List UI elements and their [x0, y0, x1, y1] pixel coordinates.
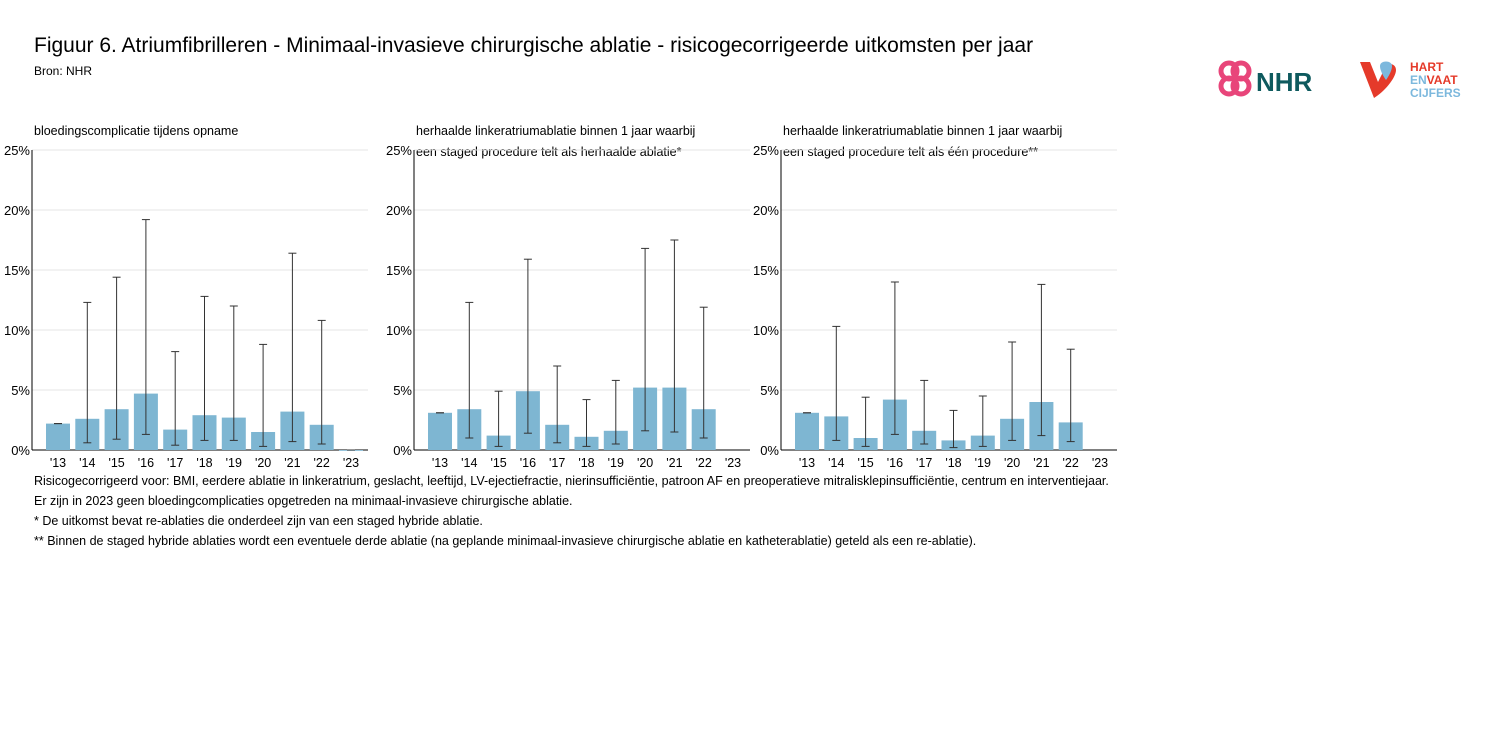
x-tick-label: '17: [916, 456, 932, 470]
y-tick-label: 25%: [4, 143, 30, 158]
y-tick-label: 10%: [4, 323, 30, 338]
x-tick-label: '16: [520, 456, 536, 470]
x-tick-label: '22: [696, 456, 712, 470]
x-tick-label: '23: [725, 456, 741, 470]
x-tick-label: '21: [666, 456, 682, 470]
x-tick-label: '18: [578, 456, 594, 470]
y-tick-label: 5%: [11, 383, 30, 398]
footnote-double-asterisk: ** Binnen de staged hybride ablaties wor…: [34, 534, 977, 548]
chart-title-line: een staged procedure telt als één proced…: [783, 145, 1038, 159]
x-tick-label: '15: [490, 456, 506, 470]
hartenvaat-logo-vaat: VAAT: [1427, 73, 1459, 87]
hartenvaat-logo-line3: CIJFERS: [1410, 86, 1461, 100]
chart-title-line: bloedingscomplicatie tijdens opname: [34, 124, 238, 138]
x-tick-label: '19: [975, 456, 991, 470]
x-tick-label: '14: [79, 456, 95, 470]
footnote-2023-no-bleeding: Er zijn in 2023 geen bloedingcomplicatie…: [34, 494, 573, 508]
x-tick-label: '22: [314, 456, 330, 470]
chart-svg: herhaalde linkeratriumablatie binnen 1 j…: [386, 124, 750, 470]
page-title: Figuur 6. Atriumfibrilleren - Minimaal-i…: [34, 34, 1034, 57]
bar: [795, 412, 819, 450]
nhr-logo-text: NHR: [1256, 67, 1313, 97]
x-tick-label: '19: [226, 456, 242, 470]
x-tick-label: '19: [608, 456, 624, 470]
footnotes: Risicogecorrigeerd voor: BMI, eerdere ab…: [34, 471, 1109, 551]
y-tick-label: 0%: [393, 443, 412, 458]
footnote-risk-adjustment: Risicogecorrigeerd voor: BMI, eerdere ab…: [34, 474, 1109, 488]
x-tick-label: '13: [432, 456, 448, 470]
chart-title-line: herhaalde linkeratriumablatie binnen 1 j…: [416, 124, 695, 138]
footnote-asterisk: * De uitkomst bevat re-ablaties die onde…: [34, 514, 483, 528]
chart-repeat-ablation-staged-as-repeat: herhaalde linkeratriumablatie binnen 1 j…: [382, 118, 752, 473]
hartenvaat-logo-drop: [1380, 61, 1392, 80]
x-tick-label: '13: [799, 456, 815, 470]
chart-repeat-ablation-staged-as-one: herhaalde linkeratriumablatie binnen 1 j…: [749, 118, 1119, 473]
x-tick-label: '17: [549, 456, 565, 470]
y-tick-label: 20%: [386, 203, 412, 218]
x-tick-label: '20: [1004, 456, 1020, 470]
hartenvaat-logo-line2: ENVAAT: [1410, 73, 1458, 87]
chart-bleeding: bloedingscomplicatie tijdens opname 0% 5% 1…: [0, 118, 370, 473]
y-tick-label: 20%: [4, 203, 30, 218]
x-tick-label: '20: [255, 456, 271, 470]
x-tick-label: '16: [887, 456, 903, 470]
chart-svg: bloedingscomplicatie tijdens opname 0% 5% 1…: [4, 124, 368, 470]
y-tick-label: 25%: [753, 143, 779, 158]
hartenvaat-logo-line1: HART: [1410, 60, 1444, 74]
hartenvaat-logo-en: EN: [1410, 73, 1427, 87]
bar: [46, 423, 70, 450]
chart-title-line: een staged procedure telt als herhaalde …: [416, 145, 682, 159]
nhr-logo-ring: [1230, 75, 1252, 97]
chart-svg: herhaalde linkeratriumablatie binnen 1 j…: [753, 124, 1117, 470]
y-tick-label: 15%: [4, 263, 30, 278]
y-tick-label: 0%: [760, 443, 779, 458]
y-tick-label: 10%: [753, 323, 779, 338]
nhr-logo-ring: [1218, 75, 1240, 97]
x-tick-label: '16: [138, 456, 154, 470]
x-tick-label: '21: [1033, 456, 1049, 470]
y-tick-label: 25%: [386, 143, 412, 158]
hartenvaat-logo: HART ENVAAT CIJFERS: [1358, 58, 1470, 104]
x-tick-label: '21: [284, 456, 300, 470]
x-tick-label: '18: [196, 456, 212, 470]
x-tick-label: '17: [167, 456, 183, 470]
x-tick-label: '20: [637, 456, 653, 470]
y-tick-label: 20%: [753, 203, 779, 218]
x-tick-label: '18: [945, 456, 961, 470]
x-tick-label: '14: [461, 456, 477, 470]
x-tick-label: '23: [343, 456, 359, 470]
chart-title-line: herhaalde linkeratriumablatie binnen 1 j…: [783, 124, 1062, 138]
x-tick-label: '15: [857, 456, 873, 470]
y-tick-label: 0%: [11, 443, 30, 458]
x-tick-label: '23: [1092, 456, 1108, 470]
x-tick-label: '14: [828, 456, 844, 470]
y-tick-label: 10%: [386, 323, 412, 338]
y-tick-label: 15%: [386, 263, 412, 278]
y-tick-label: 5%: [393, 383, 412, 398]
y-tick-label: 5%: [760, 383, 779, 398]
y-tick-label: 15%: [753, 263, 779, 278]
source-label: Bron: NHR: [34, 64, 93, 78]
x-tick-label: '22: [1063, 456, 1079, 470]
x-tick-label: '15: [108, 456, 124, 470]
x-tick-label: '13: [50, 456, 66, 470]
nhr-logo: NHR: [1216, 58, 1328, 104]
bar: [428, 412, 452, 450]
